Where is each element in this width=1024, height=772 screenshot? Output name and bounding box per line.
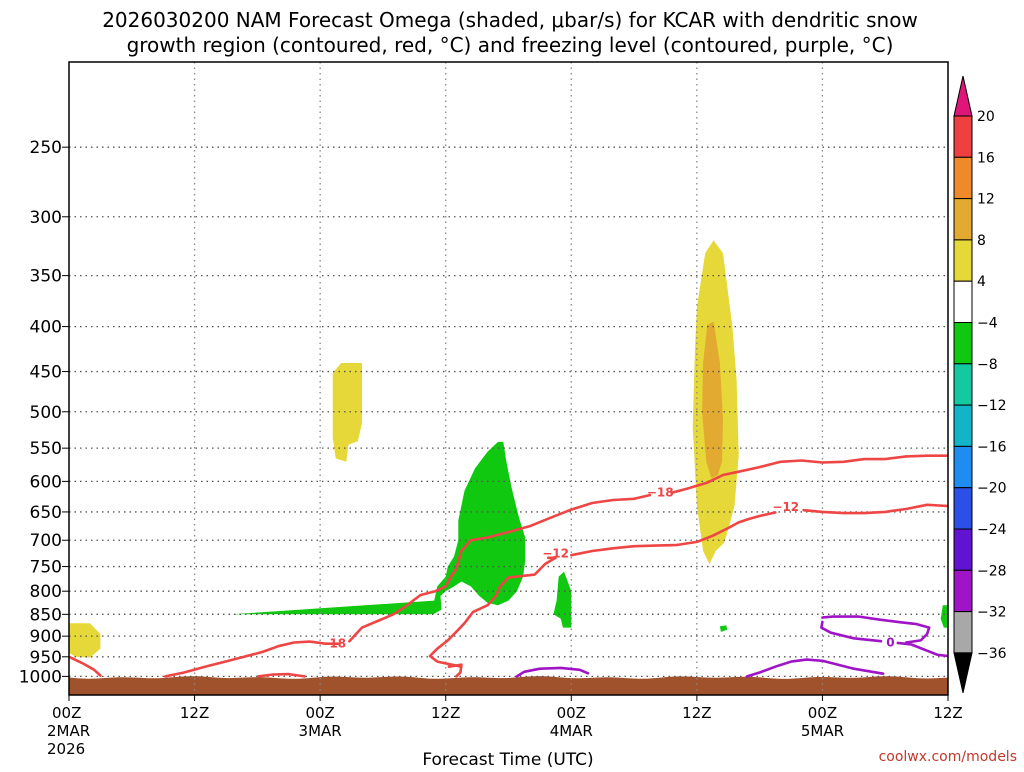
colorbar-label: −36 <box>977 646 1007 662</box>
y-tick-label: 550 <box>30 439 62 459</box>
contour-line-11 <box>821 615 931 644</box>
x-tick-label: 00Z <box>305 704 334 722</box>
omega-shaded-region-0 <box>332 363 362 462</box>
y-tick-label: 250 <box>30 138 62 158</box>
y-tick-label: 750 <box>30 558 62 578</box>
colorbar-label: −12 <box>977 398 1007 414</box>
x-tick-date-label: 2MAR <box>47 722 90 740</box>
contour-line-4 <box>257 672 306 678</box>
colorbar-swatch <box>953 198 973 241</box>
colorbar-swatch <box>953 115 973 158</box>
omega-shaded-region-1 <box>69 623 101 658</box>
colorbar-label: 12 <box>977 192 995 208</box>
omega-shaded-region-4 <box>226 441 526 615</box>
colorbar-swatch <box>953 280 973 324</box>
colorbar-label: −16 <box>977 439 1007 455</box>
colorbar-swatch <box>953 156 973 200</box>
contour-label-1: −12 <box>542 547 569 561</box>
temperature-contour-layer <box>69 454 948 678</box>
y-tick-label: 650 <box>30 503 62 523</box>
x-tick-label: 00Z <box>557 704 586 722</box>
x-tick-label: 12Z <box>682 704 711 722</box>
colorbar-label: −28 <box>977 563 1007 579</box>
colorbar-label: 8 <box>977 233 986 249</box>
x-tick-label: 00Z <box>52 704 81 722</box>
x-tick-date-label: 4MAR <box>550 722 593 740</box>
x-tick-label: 12Z <box>180 704 209 722</box>
colorbar-label: −24 <box>977 522 1007 538</box>
colorbar-swatch <box>953 239 973 282</box>
x-tick-year-label: 2026 <box>47 740 85 758</box>
colorbar-swatch <box>953 404 973 447</box>
x-tick-label: 12Z <box>933 704 962 722</box>
colorbar-label: 4 <box>977 274 986 290</box>
x-axis-label: Forecast Time (UTC) <box>422 750 593 768</box>
x-tick-date-label: 3MAR <box>299 722 342 740</box>
omega-shaded-region-5 <box>553 571 572 628</box>
colorbar-label: −4 <box>977 316 998 332</box>
y-tick-label: 1000 <box>19 667 62 687</box>
contour-line-10 <box>745 658 885 678</box>
y-tick-label: 400 <box>30 318 62 338</box>
contour-line-7 <box>569 511 777 557</box>
chart-title-line-1: 2026030200 NAM Forecast Omega (shaded, μ… <box>102 8 918 32</box>
colorbar-swatch <box>953 363 973 406</box>
colorbar-swatch <box>953 322 973 365</box>
colorbar-label: 16 <box>977 150 995 166</box>
omega-shaded-region-6 <box>719 625 728 632</box>
omega-shaded-region-7 <box>940 605 948 628</box>
x-tick-label: 00Z <box>808 704 837 722</box>
contour-line-13 <box>896 641 948 658</box>
colorbar-label: 20 <box>977 109 995 125</box>
contour-line-8 <box>802 503 948 515</box>
terrain-layer <box>69 676 948 695</box>
colorbar-swatch <box>953 569 973 613</box>
y-tick-label: 350 <box>30 267 62 287</box>
contour-line-2 <box>348 493 652 643</box>
terrain-fill <box>69 676 948 695</box>
contour-line-0 <box>69 655 102 677</box>
contour-label-4: 0 <box>886 635 894 649</box>
contour-label-0: −18 <box>319 637 346 651</box>
omega-shaded-region-3 <box>702 321 723 479</box>
y-tick-label: 850 <box>30 605 62 625</box>
grid-layer <box>69 62 948 695</box>
y-axis-ticks: 2503003504004505005506006507007508008509… <box>19 138 69 687</box>
colorbar-label: −32 <box>977 605 1007 621</box>
colorbar-swatch <box>953 611 973 654</box>
colorbar-label: −8 <box>977 357 998 373</box>
chart-title-line-2: growth region (contoured, red, °C) and f… <box>127 33 894 57</box>
contour-line-9 <box>515 666 590 678</box>
contour-line-1 <box>164 640 341 678</box>
y-tick-label: 500 <box>30 403 62 423</box>
credit-text: coolwx.com/models <box>879 749 1017 765</box>
contour-line-6 <box>428 556 557 669</box>
colorbar: 20 16 12 8 4 −4 −8 −12 −16 −20 −24 −28 −32 −36 <box>953 75 1007 694</box>
contour-label-3: −12 <box>772 500 799 514</box>
contour-label-layer: −18 −12 −18 −12 0 <box>319 486 894 651</box>
contour-line-3 <box>670 454 948 495</box>
y-tick-label: 800 <box>30 582 62 602</box>
colorbar-swatch <box>953 487 973 530</box>
contour-label-2: −18 <box>647 486 674 500</box>
colorbar-swatch <box>953 528 973 571</box>
plot-frame <box>68 61 949 696</box>
colorbar-label: −20 <box>977 481 1007 497</box>
y-tick-label: 950 <box>30 648 62 668</box>
colorbar-bottom-arrow <box>953 652 973 694</box>
x-tick-date-label: 5MAR <box>801 722 844 740</box>
y-tick-label: 300 <box>30 208 62 228</box>
y-tick-label: 700 <box>30 531 62 551</box>
colorbar-swatch <box>953 445 973 489</box>
y-tick-label: 600 <box>30 472 62 492</box>
contour-line-12 <box>820 620 883 643</box>
y-tick-label: 450 <box>30 363 62 383</box>
x-tick-label: 12Z <box>431 704 460 722</box>
y-tick-label: 900 <box>30 627 62 647</box>
